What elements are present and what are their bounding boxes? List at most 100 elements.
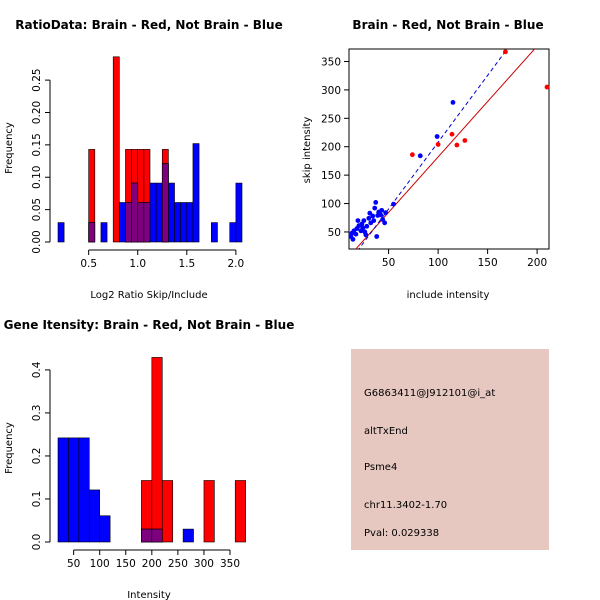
intensity-histogram-y-tick-label: 0.0 [31,534,43,551]
intensity-histogram-x-tick-label: 200 [142,558,162,570]
brain-point [503,49,508,55]
not-brain-point [382,220,388,226]
scatter-x-tick-label: 100 [428,257,448,269]
scatter-x-tick-label: 150 [478,257,498,269]
not-brain-point [350,236,356,242]
info-panel: G6863411@J912101@i_at altTxEnd Psme4 chr… [351,349,549,550]
intensity-histogram-not-brain-bar [99,515,111,543]
ratio-histogram-y-tick-label: 0.10 [31,166,43,189]
ratio-histogram-y-tick-label: 0.25 [31,68,43,91]
intensity-histogram-not-brain-bar [57,437,69,543]
intensity-histogram-x-tick-label: 50 [67,558,80,570]
chromosome-location-text: chr11.3402-1.70 [364,500,447,511]
scatter-y-tick-label: 200 [321,142,341,154]
intensity-histogram-not-brain-bar [68,437,80,543]
probe-id-text: G6863411@J912101@i_at [364,388,495,399]
not-brain-point [391,201,396,207]
intensity-histogram-not-brain-bar [78,437,90,543]
not-brain-point [353,231,359,237]
scatter-ylabel: skip intensity [302,117,313,184]
not-brain-point [361,218,367,223]
ratio-histogram-overlap-bar [125,202,132,243]
ratio-histogram-not-brain-bar [174,202,181,243]
brain-point [435,142,441,147]
not-brain-point [371,218,377,223]
intensity-histogram-ylabel: Frequency [4,422,15,474]
ratio-histogram-brain-bar [112,56,120,243]
intensity-scatter-panel: Brain - Red, Not Brain - Blue include in… [302,18,550,301]
intensity-histogram-overlap-bar [151,528,163,543]
intensity-histogram-y-tick-label: 0.1 [31,491,43,508]
not-brain-point [383,210,389,216]
intensity-histogram-x-tick-label: 150 [116,558,136,570]
scatter-y-tick-label: 350 [321,57,341,69]
brain-fit-line [355,49,536,249]
intensity-histogram-brain-bar [151,357,163,543]
intensity-histogram-y-tick-label: 0.2 [31,448,43,465]
intensity-histogram-x-tick-label: 300 [194,558,214,570]
intensity-histogram-not-brain-bar [182,528,194,543]
scatter-x-tick-label: 200 [527,257,547,269]
ratio-histogram-overlap-bar [137,202,145,243]
scatter-y-tick-label: 300 [321,85,341,97]
scatter-xlabel: include intensity [407,290,490,301]
ratio-histogram-ylabel: Frequency [4,122,15,174]
ratio-histogram-xlabel: Log2 Ratio Skip/Include [90,290,207,301]
scatter-y-tick-label: 50 [328,227,341,239]
ratio-histogram-not-brain-bar [186,202,194,243]
intensity-histogram-not-brain-bar [88,489,100,543]
ratio-histogram-not-brain-bar [149,182,157,243]
not-brain-point [373,200,379,205]
ratio-histogram-y-tick-label: 0.05 [31,198,43,221]
not-brain-point [378,212,384,218]
pvalue-text: Pval: 0.029338 [364,528,439,539]
brain-point [449,131,455,137]
ratio-histogram-y-tick-label: 0.20 [31,101,43,124]
intensity-histogram-brain-bar [161,480,173,543]
intensity-histogram-x-tick-label: 100 [90,558,110,570]
ratio-histogram-not-brain-bar [57,222,65,243]
intensity-histogram-brain-bar [203,480,215,543]
ratio-histogram-not-brain-bar [229,222,237,243]
intensity-histogram-xlabel: Intensity [127,590,171,600]
ratio-histogram-not-brain-bar [155,182,163,243]
not-brain-point [434,134,440,139]
ratio-histogram-not-brain-bar [235,182,243,243]
ratio-histogram-x-tick-label: 2.0 [228,258,245,270]
not-brain-point [370,213,376,219]
intensity-histogram-brain-bar [234,480,246,543]
ratio-histogram-y-tick-label: 0.15 [31,133,43,156]
not-brain-point [364,223,370,229]
not-brain-point [355,218,361,223]
not-brain-point [417,153,423,159]
info-panel-background [351,349,549,550]
not-brain-point [450,100,456,105]
not-brain-point [363,232,369,238]
scatter-x-tick-label: 50 [382,257,395,269]
ratio-histogram-x-tick-label: 0.5 [80,258,97,270]
ratio-histogram-not-brain-bar [192,143,200,243]
ratio-histogram-x-tick-label: 1.5 [178,258,195,270]
ratio-histogram-x-tick-label: 1.0 [129,258,146,270]
intensity-histogram-x-tick-label: 350 [220,558,240,570]
ratio-histogram-not-brain-bar [211,222,218,243]
brain-point [462,138,468,143]
ratio-histogram-overlap-bar [131,182,139,243]
brain-point [409,152,415,158]
ratio-histogram-not-brain-bar [180,202,188,243]
intensity-histogram-x-tick-label: 250 [168,558,188,570]
not-brain-point [379,207,385,213]
not-brain-point [360,225,366,231]
event-type-text: altTxEnd [364,426,408,437]
ratio-histogram-panel: RatioData: Brain - Red, Not Brain - Blue… [4,18,283,301]
ratio-histogram-overlap-bar [161,163,169,243]
not-brain-point [366,215,372,221]
ratio-histogram-overlap-bar [88,222,96,243]
intensity-histogram-y-tick-label: 0.4 [31,361,43,378]
ratio-histogram-not-brain-bar [168,182,175,243]
brain-point [544,84,550,90]
ratio-histogram-not-brain-bar [119,202,126,243]
not-brain-point [372,205,378,211]
scatter-y-tick-label: 250 [321,113,341,125]
